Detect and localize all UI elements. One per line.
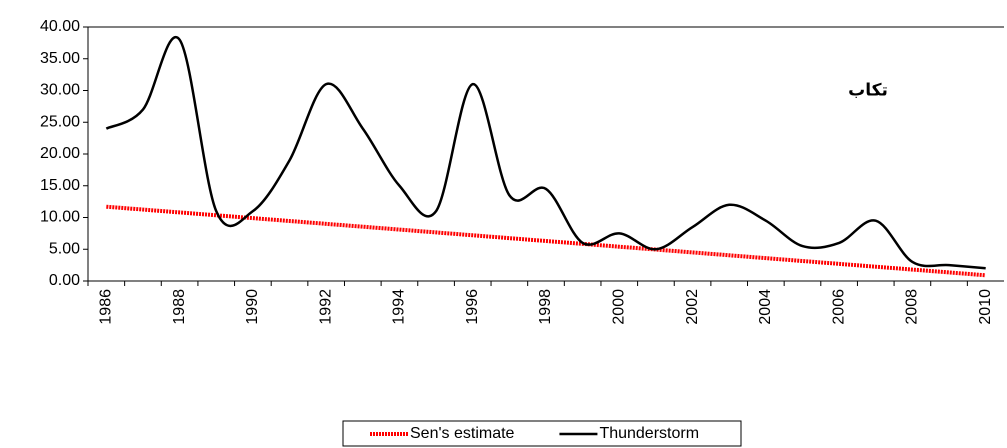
x-tick-label: 1998 bbox=[537, 289, 554, 325]
x-tick-label: 2006 bbox=[830, 289, 847, 325]
y-tick-label: 35.00 bbox=[40, 50, 80, 67]
legend-label: Thunderstorm bbox=[599, 425, 699, 442]
x-tick-label: 1996 bbox=[464, 289, 481, 325]
trend-line bbox=[106, 204, 986, 278]
legend-box bbox=[342, 420, 742, 447]
y-tick-label: 15.00 bbox=[40, 177, 80, 194]
legend-label: Sen's estimate bbox=[410, 425, 515, 442]
y-tick-label: 40.00 bbox=[40, 18, 80, 35]
annotation: تكاب bbox=[848, 80, 888, 99]
x-tick-label: 2008 bbox=[904, 289, 921, 325]
y-tick-label: 30.00 bbox=[40, 82, 80, 99]
x-tick-label: 1988 bbox=[171, 289, 188, 325]
x-tick-label: 1990 bbox=[244, 289, 261, 325]
x-tick-label: 2000 bbox=[610, 289, 627, 325]
x-tick-label: 1992 bbox=[317, 289, 334, 325]
y-tick-label: 5.00 bbox=[49, 240, 80, 257]
x-tick-label: 2010 bbox=[977, 289, 994, 325]
y-tick-label: 20.00 bbox=[40, 145, 80, 162]
x-tick-label: 2002 bbox=[684, 289, 701, 325]
y-tick-label: 25.00 bbox=[40, 113, 80, 130]
x-tick-label: 2004 bbox=[757, 289, 774, 325]
x-tick-label: 1986 bbox=[98, 289, 115, 325]
series-line bbox=[105, 35, 986, 270]
x-tick-label: 1994 bbox=[391, 289, 408, 325]
y-tick-label: 10.00 bbox=[40, 209, 80, 226]
y-tick-label: 0.00 bbox=[49, 272, 80, 289]
